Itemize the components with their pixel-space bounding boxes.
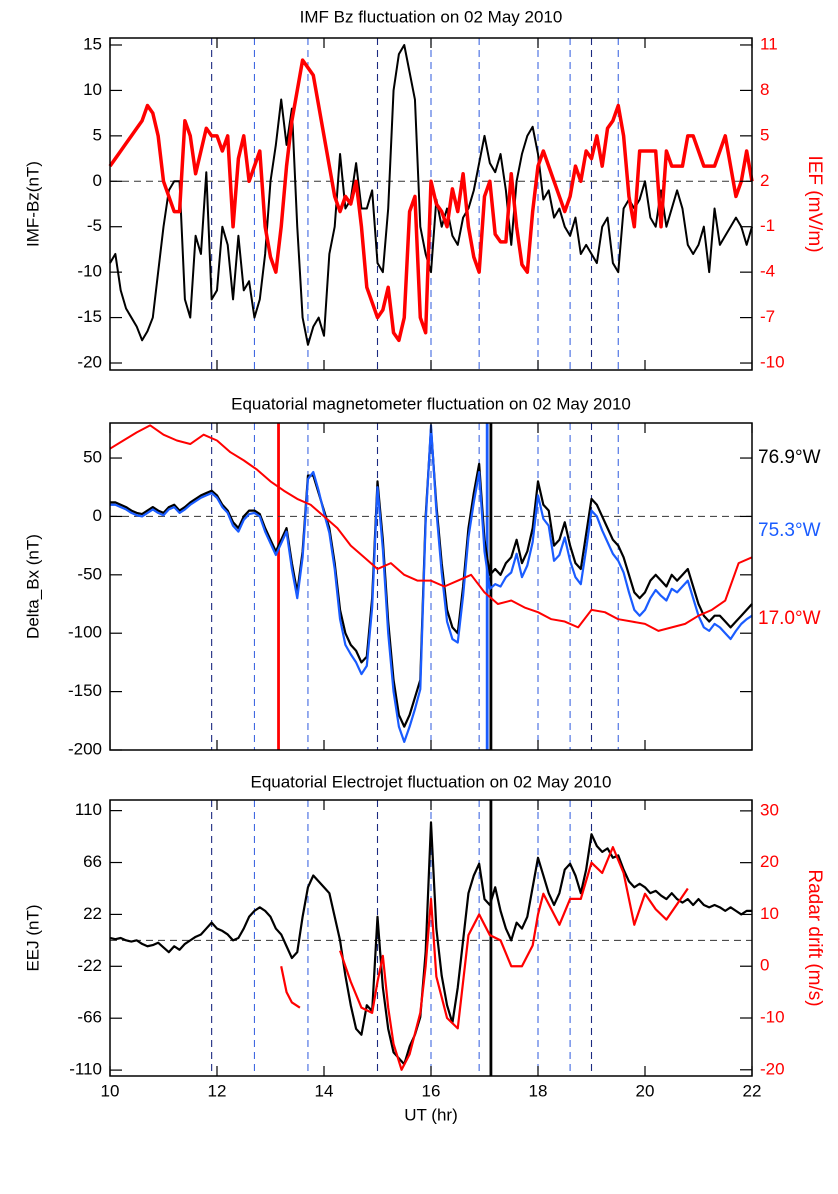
y-tick-label: -66 xyxy=(77,1008,102,1027)
x-tick-label: 18 xyxy=(529,1081,548,1100)
y-tick-label: 110 xyxy=(75,800,102,819)
y-tick-label: 10 xyxy=(83,80,102,99)
y-tick-label: 50 xyxy=(83,448,102,467)
y-tick-label: -100 xyxy=(68,623,102,642)
y-tick-label: 5 xyxy=(93,125,102,144)
y-tick-label: 0 xyxy=(93,171,102,190)
x-tick-label: 16 xyxy=(422,1081,441,1100)
data-line xyxy=(280,846,689,1071)
x-tick-label: 22 xyxy=(743,1081,762,1100)
series-label: 75.3°W xyxy=(758,520,821,541)
y-tick-label: -110 xyxy=(69,1060,102,1079)
data-line xyxy=(108,58,754,343)
y-tick-label: 15 xyxy=(83,34,102,53)
x-axis-label: UT (hr) xyxy=(404,1105,458,1124)
chart-title: Equatorial Electrojet fluctuation on 02 … xyxy=(250,772,611,791)
y-axis-label: Delta_Bx (nT) xyxy=(23,534,42,639)
y-tick-label: -10 xyxy=(77,262,102,281)
y2-axis-label: IEF (mV/m) xyxy=(804,155,825,252)
y2-tick-label: 5 xyxy=(760,125,769,144)
x-tick-label: 12 xyxy=(208,1081,227,1100)
data-line xyxy=(109,821,752,1066)
x-tick-label: 10 xyxy=(101,1081,120,1100)
y2-tick-label: -1 xyxy=(760,216,775,235)
x-tick-label: 20 xyxy=(636,1081,655,1100)
y-tick-label: -22 xyxy=(77,956,102,975)
y2-tick-label: 0 xyxy=(760,956,769,975)
y2-tick-label: 20 xyxy=(760,852,779,871)
y2-tick-label: -20 xyxy=(760,1059,785,1078)
y2-tick-label: -4 xyxy=(760,262,775,281)
series-label: 17.0°W xyxy=(758,608,821,629)
y2-tick-label: 2 xyxy=(760,171,769,190)
y2-tick-label: -7 xyxy=(760,307,775,326)
y2-tick-label: -10 xyxy=(760,1007,785,1026)
y-tick-label: -50 xyxy=(77,564,102,583)
y2-tick-label: 11 xyxy=(760,34,778,53)
y-tick-label: -150 xyxy=(68,681,102,700)
y-axis-label: IMF-Bz(nT) xyxy=(23,161,42,247)
data-line xyxy=(109,424,753,632)
y2-tick-label: 30 xyxy=(760,800,779,819)
y2-axis-label: Radar drift (m/s) xyxy=(804,869,825,1006)
data-line xyxy=(109,44,753,346)
y-tick-label: -20 xyxy=(77,352,102,371)
y-tick-label: 66 xyxy=(83,852,102,871)
chart-title: Equatorial magnetometer fluctuation on 0… xyxy=(231,394,631,413)
y-tick-label: -15 xyxy=(77,307,102,326)
x-tick-label: 14 xyxy=(315,1081,334,1100)
y2-tick-label: 10 xyxy=(760,904,779,923)
y-tick-label: -200 xyxy=(68,739,102,758)
y2-tick-label: 8 xyxy=(760,80,769,99)
y-tick-label: 0 xyxy=(93,506,102,525)
series-label: 76.9°W xyxy=(758,447,821,468)
y-axis-label: EEJ (nT) xyxy=(23,904,42,971)
y2-tick-label: -10 xyxy=(760,353,785,372)
y-tick-label: -5 xyxy=(87,216,102,235)
y-tick-label: 22 xyxy=(83,904,102,923)
chart-title: IMF Bz fluctuation on 02 May 2010 xyxy=(300,7,563,26)
